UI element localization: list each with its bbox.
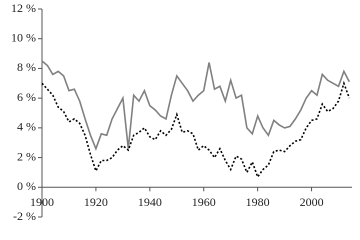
x-tick-label: 1920 — [84, 195, 108, 209]
y-tick-label: 10 % — [11, 30, 36, 44]
x-tick-label: 1980 — [246, 195, 270, 209]
x-tick-label: 1900 — [30, 195, 54, 209]
y-tick-label: 2 % — [17, 149, 36, 163]
y-tick-label: 12 % — [11, 1, 36, 15]
y-tick-label: 0 % — [17, 179, 36, 193]
y-tick-label: 4 % — [17, 120, 36, 134]
y-tick-label: -2 % — [13, 209, 36, 223]
x-tick-label: 1940 — [138, 195, 162, 209]
series-line — [41, 60, 351, 151]
y-tick-label: 6 % — [17, 90, 36, 104]
x-tick-label: 1960 — [192, 195, 216, 209]
y-tick-label: 8 % — [17, 60, 36, 74]
x-tick-label: 2000 — [300, 195, 324, 209]
chart: -2 % 0 % 2 % 4 % 6 % 8 % 10 % 12 % 1900 1920 1940 1… — [11, 1, 352, 223]
